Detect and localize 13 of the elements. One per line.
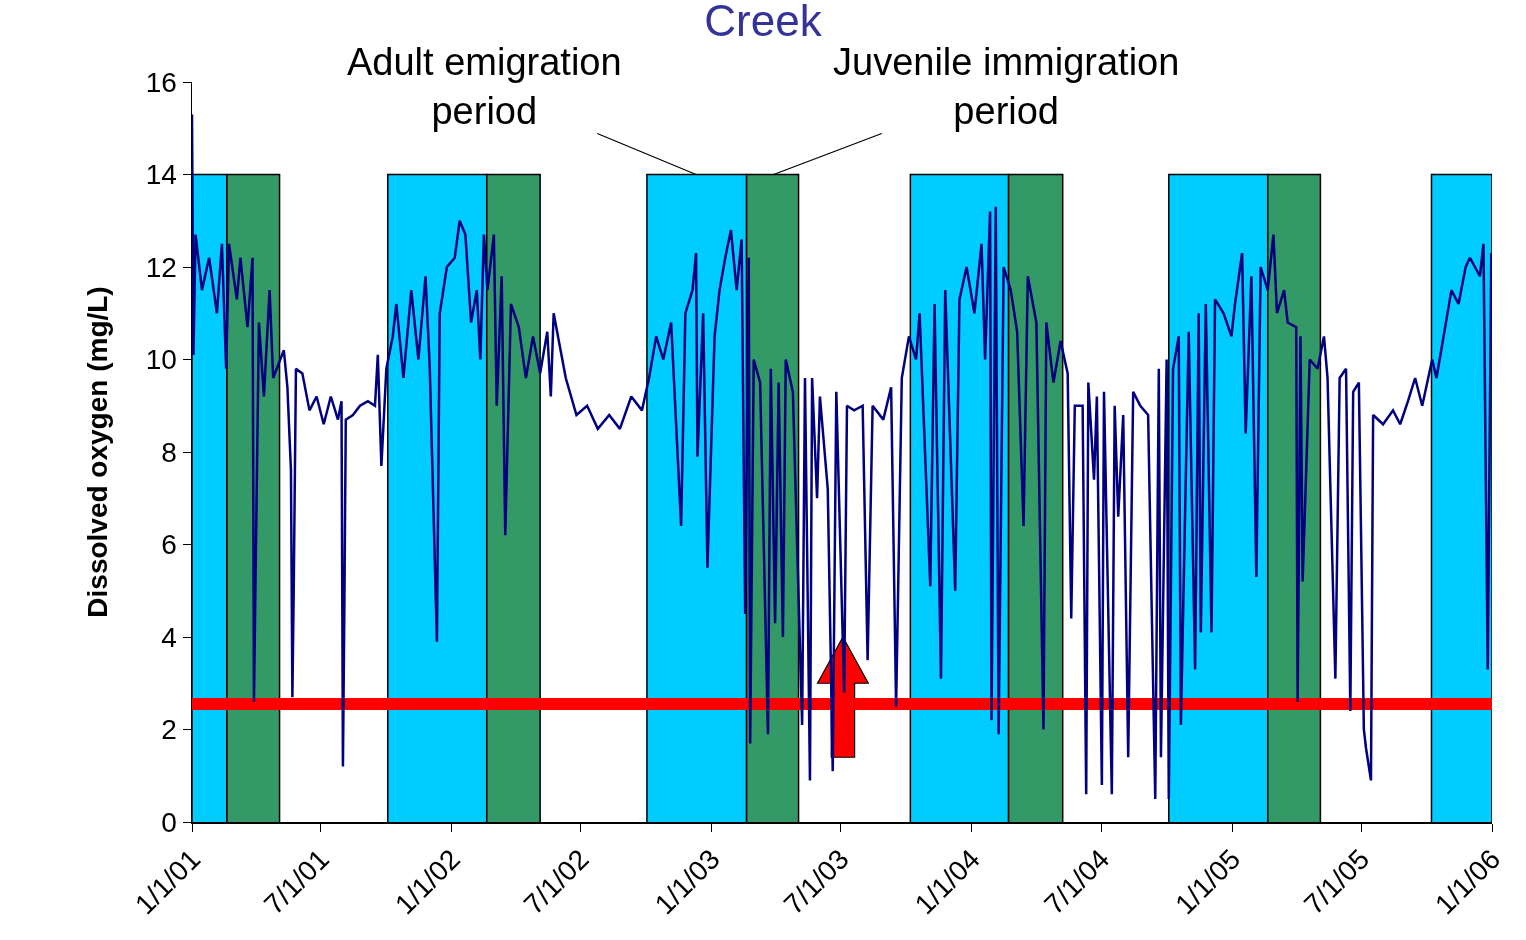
annotation: Adult emigration period [347,41,622,133]
y-tick-label: 14 [145,159,177,191]
y-tick-label: 16 [145,66,177,98]
y-tick-label: 2 [161,714,177,746]
y-tick-label: 0 [161,806,177,838]
y-tick-label: 6 [161,529,177,561]
y-tick-label: 12 [145,251,177,283]
y-tick-label: 4 [161,621,177,653]
annotation: Juvenile immigration period [833,41,1180,133]
y-tick-label: 8 [161,436,177,468]
y-axis-title: Dissolved oxygen (mg/L) [81,286,113,618]
y-tick-label: 10 [145,344,177,376]
chart-title: Creek [704,0,823,45]
